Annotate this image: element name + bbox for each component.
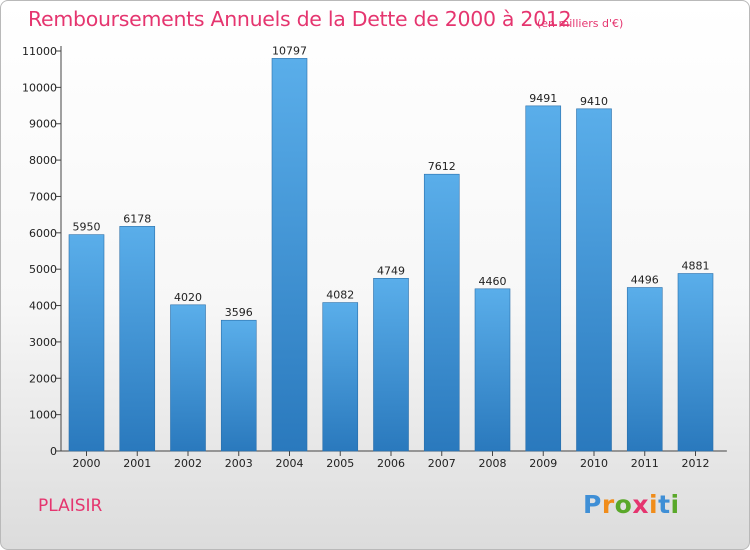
value-label-2011: 4496 <box>631 274 659 287</box>
value-label-2001: 6178 <box>123 212 151 225</box>
y-tick-label: 5000 <box>29 263 57 276</box>
value-label-2004: 10797 <box>272 44 307 57</box>
x-tick-label: 2009 <box>529 457 557 470</box>
proxiti-logo: Proxiti <box>583 490 680 519</box>
y-tick-label: 8000 <box>29 154 57 167</box>
y-tick-label: 9000 <box>29 118 57 131</box>
bar-2000 <box>68 234 105 452</box>
bar-2003 <box>220 319 257 452</box>
y-tick-label: 7000 <box>29 190 57 203</box>
bar-2001 <box>119 226 156 452</box>
x-tick-label: 2001 <box>123 457 151 470</box>
bar-2005 <box>322 302 359 452</box>
value-label-2000: 5950 <box>73 221 101 234</box>
bar-2004 <box>271 58 308 452</box>
bar-2012 <box>677 273 714 452</box>
y-tick-label: 2000 <box>29 372 57 385</box>
chart-subtitle: (en milliers d'€) <box>537 17 624 30</box>
logo-letter: o <box>614 490 633 519</box>
value-label-2009: 9491 <box>529 92 557 105</box>
logo-letter: i <box>649 490 659 519</box>
bar-2006 <box>373 278 409 452</box>
x-tick-label: 2006 <box>377 457 405 470</box>
x-tick-label: 2005 <box>326 457 354 470</box>
y-tick-label: 6000 <box>29 227 57 240</box>
value-label-2006: 4749 <box>377 264 405 277</box>
value-label-2010: 9410 <box>580 95 608 108</box>
chart-value-labels: 5950 6178 4020 3596 10797 4082 4749 7612 4460 949… <box>73 44 710 319</box>
x-tick-label: 2000 <box>73 457 101 470</box>
value-label-2005: 4082 <box>326 289 354 302</box>
value-label-2002: 4020 <box>174 291 202 304</box>
bar-2009 <box>525 105 562 452</box>
x-tick-label: 2004 <box>276 457 304 470</box>
x-tick-label: 2002 <box>174 457 202 470</box>
bar-2010 <box>576 108 612 452</box>
y-tick-label: 4000 <box>29 300 57 313</box>
logo-letter: P <box>583 490 602 519</box>
y-tick-label: 11000 <box>22 45 57 58</box>
chart-title: Remboursements Annuels de la Dette de 20… <box>28 7 572 31</box>
chart-bars <box>68 58 714 452</box>
bar-2011 <box>626 287 663 452</box>
logo-letter: r <box>601 490 615 519</box>
x-tick-label: 2007 <box>428 457 456 470</box>
x-tick-label: 2012 <box>682 457 710 470</box>
x-tick-label: 2010 <box>580 457 608 470</box>
x-tick-label: 2008 <box>479 457 507 470</box>
y-tick-label: 0 <box>50 445 57 458</box>
bar-2002 <box>170 304 206 452</box>
bar-2008 <box>474 288 511 452</box>
city-name: PLAISIR <box>38 496 103 516</box>
logo-letter: x <box>632 490 649 519</box>
value-label-2008: 4460 <box>479 275 507 288</box>
value-label-2012: 4881 <box>682 260 710 273</box>
y-tick-label: 10000 <box>22 81 57 94</box>
bar-2007 <box>423 173 460 452</box>
x-tick-label: 2011 <box>631 457 659 470</box>
chart-axes: 0 1000 2000 3000 4000 5000 6000 7000 8000 9000 100… <box>22 45 727 470</box>
x-tick-label: 2003 <box>225 457 253 470</box>
y-tick-label: 3000 <box>29 336 57 349</box>
y-tick-label: 1000 <box>29 409 57 422</box>
logo-letter: i <box>670 490 680 519</box>
value-label-2007: 7612 <box>428 160 456 173</box>
logo-letter: t <box>658 490 671 519</box>
value-label-2003: 3596 <box>225 306 253 319</box>
